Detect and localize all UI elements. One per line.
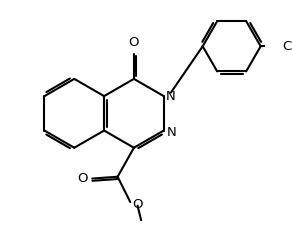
Text: Cl: Cl [282, 40, 292, 53]
Text: O: O [132, 198, 142, 211]
Text: O: O [129, 36, 139, 49]
Text: N: N [166, 90, 175, 103]
Text: N: N [166, 126, 176, 139]
Text: O: O [77, 172, 88, 185]
